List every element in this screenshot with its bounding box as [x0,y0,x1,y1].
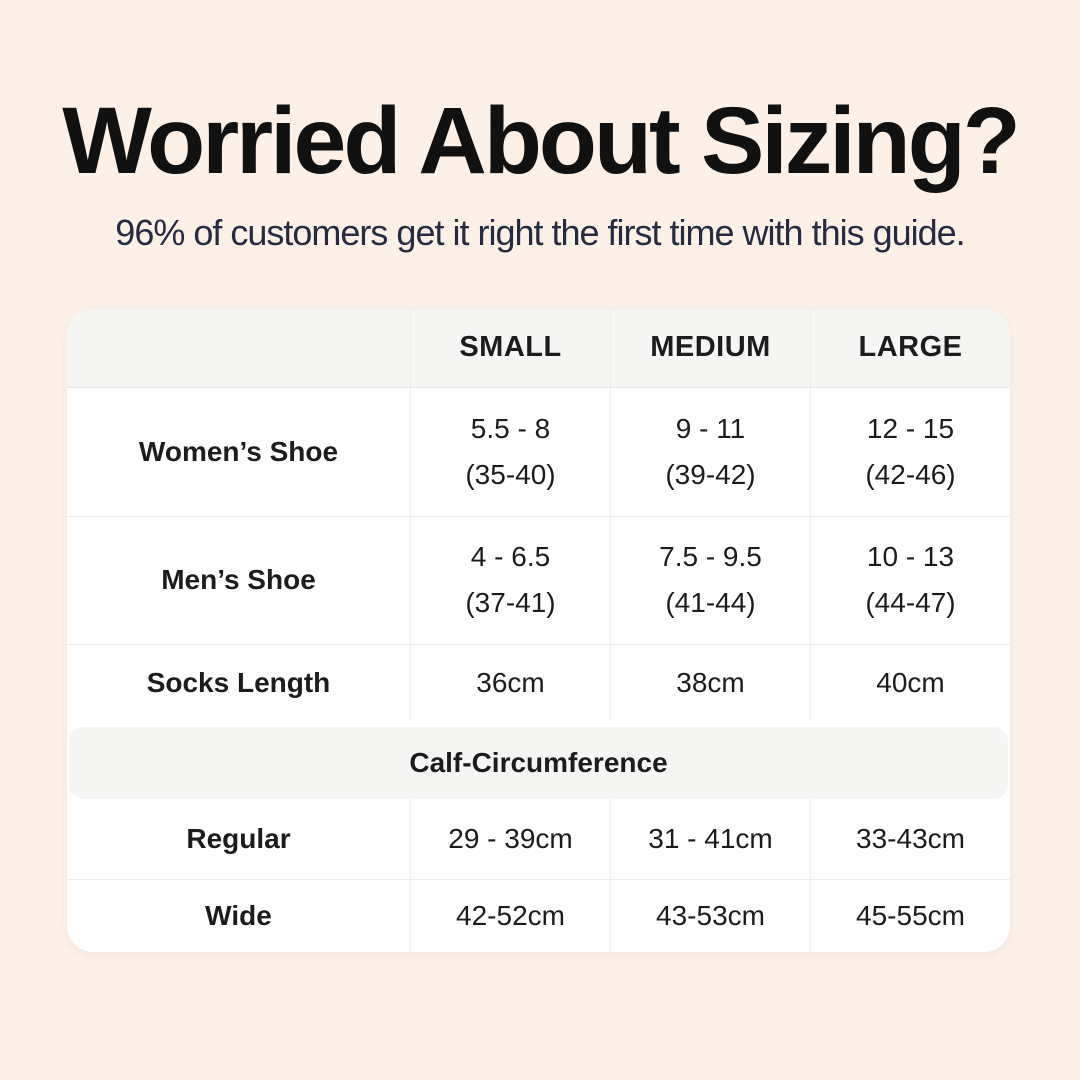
cell-line: 40cm [876,667,945,699]
table-row-mens-shoe: Men’s Shoe 4 - 6.5 (37-41) 7.5 - 9.5 (41… [67,516,1010,645]
cell-line: 43-53cm [656,899,765,931]
cell-line: 9 - 11 [675,412,746,444]
row-label-mens-shoe: Men’s Shoe [161,564,316,596]
cell-line: 29 - 39cm [448,822,573,854]
cell-womens-large: 12 - 15 (42-46) [810,387,1010,516]
cell-line: 5.5 - 8 [470,412,551,444]
header-cell-large: LARGE [810,308,1010,387]
cell-line: 33-43cm [856,822,965,854]
cell-line: (37-41) [465,587,556,619]
cell-line: (41-44) [665,587,756,619]
cell-socks-medium: 38cm [610,644,810,722]
row-label-socks-length: Socks Length [146,667,331,699]
cell-line: (42-46) [865,458,956,490]
sizing-table: SMALL MEDIUM LARGE Women’s Shoe 5.5 - 8 … [67,308,1010,952]
cell-socks-large: 40cm [810,644,1010,722]
cell-line: 12 - 15 [866,412,955,444]
header-cell-empty [67,309,410,387]
table-row-womens-shoe: Women’s Shoe 5.5 - 8 (35-40) 9 - 11 (39-… [67,387,1010,517]
row-label-wide: Wide [205,899,272,931]
cell-wide-medium: 43-53cm [610,879,810,952]
section-header-calf-circumference: Calf-Circumference [69,726,1008,799]
table-row-socks-length: Socks Length 36cm 38cm 40cm [67,644,1010,722]
cell-mens-medium: 7.5 - 9.5 (41-44) [610,516,810,644]
cell-line: (44-47) [865,587,956,619]
page-title: Worried About Sizing? [62,88,1021,194]
cell-socks-small: 36cm [410,644,610,722]
cell-mens-large: 10 - 13 (44-47) [810,516,1010,644]
row-label-regular: Regular [186,822,291,854]
cell-line: (39-42) [665,458,756,490]
header-cell-medium: MEDIUM [610,308,810,387]
cell-wide-small: 42-52cm [410,879,610,952]
cell-mens-small: 4 - 6.5 (37-41) [410,516,610,644]
row-label-womens-shoe: Women’s Shoe [138,435,339,467]
table-row-regular: Regular 29 - 39cm 31 - 41cm 33-43cm [67,798,1010,880]
cell-line: 38cm [676,667,745,699]
cell-line: 42-52cm [456,899,565,931]
cell-line: 7.5 - 9.5 [659,541,762,573]
page-subtitle: 96% of customers get it right the first … [115,212,965,253]
cell-line: 10 - 13 [866,541,955,573]
table-row-wide: Wide 42-52cm 43-53cm 45-55cm [67,879,1010,952]
cell-line: 36cm [476,667,545,699]
cell-regular-medium: 31 - 41cm [610,798,810,879]
cell-womens-small: 5.5 - 8 (35-40) [410,387,610,516]
cell-line: 31 - 41cm [648,822,773,854]
cell-line: 45-55cm [856,899,965,931]
cell-line: (35-40) [465,458,556,490]
cell-line: 4 - 6.5 [470,541,551,573]
cell-wide-large: 45-55cm [810,879,1010,952]
cell-regular-small: 29 - 39cm [410,798,610,879]
cell-womens-medium: 9 - 11 (39-42) [610,387,810,516]
table-header-row: SMALL MEDIUM LARGE [67,308,1010,388]
header-cell-small: SMALL [410,308,610,387]
cell-regular-large: 33-43cm [810,798,1010,879]
section-header-wrap: Calf-Circumference [67,721,1010,799]
